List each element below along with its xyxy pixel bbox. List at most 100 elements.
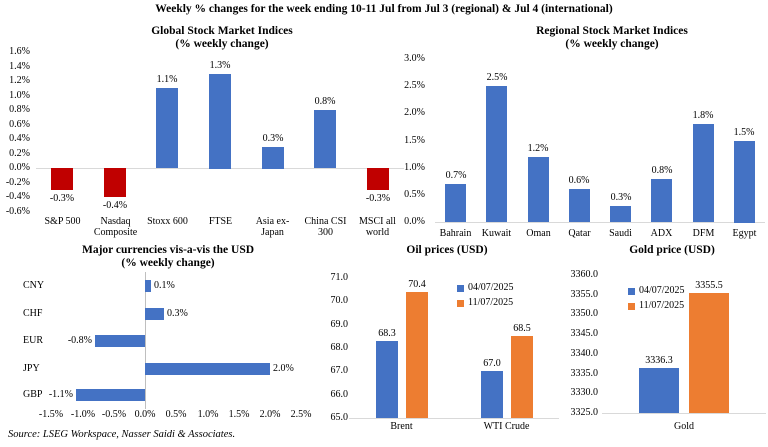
y-axis-tick-label: 71.0 (330, 272, 349, 283)
bar-WTI Crude-11/07/2025 (511, 336, 533, 418)
x-axis-tick-label: 0.5% (165, 409, 187, 420)
bar-Brent-11/07/2025 (406, 292, 428, 418)
y-axis-tick-label: 0.8% (9, 104, 30, 115)
page-title: Weekly % changes for the week ending 10-… (155, 3, 613, 15)
category-label: JPY (23, 363, 40, 374)
category-label: GBP (23, 389, 43, 400)
x-axis-tick-label: 0.0% (134, 409, 156, 420)
bar-Asia ex-Japan (262, 147, 284, 169)
legend-label: 04/07/2025 (468, 282, 514, 293)
y-axis-tick-label: 3.0% (404, 53, 425, 64)
y-axis-tick-label: 0.0% (9, 162, 30, 173)
category-label: WTI Crude (483, 421, 530, 432)
chart-regional-stock-indices: Regional Stock Market Indices (% weekly c… (400, 24, 768, 242)
x-axis-tick-label: -1.5% (38, 409, 64, 420)
y-axis-tick-label: -0.6% (5, 206, 30, 217)
data-label: 1.3% (209, 60, 231, 71)
category-label: EUR (23, 335, 43, 346)
y-axis-tick-label: 66.0 (330, 389, 349, 400)
data-label: 0.8% (314, 96, 336, 107)
data-label: 0.1% (154, 280, 175, 291)
category-label: Brent (390, 421, 413, 432)
data-label: 70.4 (408, 279, 426, 290)
y-axis-tick-label: 1.6% (9, 46, 30, 57)
y-axis-tick-label: -0.2% (5, 177, 30, 188)
y-axis-tick-label: 3335.0 (570, 368, 599, 379)
y-axis-tick-label: 1.0% (9, 90, 30, 101)
y-axis-tick-label: 3330.0 (570, 387, 599, 398)
chart-global-stock-indices: Global Stock Market Indices (% weekly cha… (6, 24, 406, 242)
data-label: 68.5 (513, 323, 531, 334)
bar-WTI Crude-04/07/2025 (481, 371, 503, 418)
data-label: 1.2% (527, 143, 549, 154)
bar-GBP (76, 389, 145, 401)
chart-title: Gold price (USD) (629, 244, 715, 256)
bar-Brent-04/07/2025 (376, 341, 398, 418)
legend-label: 04/07/2025 (639, 285, 685, 296)
zero-axis-line (145, 272, 146, 409)
y-axis-tick-label: 3355.0 (570, 289, 599, 300)
category-label: ADX (650, 228, 673, 239)
data-label: 0.3% (262, 133, 284, 144)
y-axis-tick-label: 67.0 (330, 365, 349, 376)
axis-baseline (602, 413, 766, 414)
y-axis-tick-label: -0.4% (5, 191, 30, 202)
chart-title: Regional Stock Market Indices (536, 25, 688, 37)
y-axis-tick-label: 2.0% (404, 107, 425, 118)
y-axis-tick-label: 65.0 (330, 412, 349, 423)
data-label: 0.7% (445, 170, 467, 181)
axis-baseline (349, 418, 559, 419)
y-axis-tick-label: 1.0% (404, 162, 425, 173)
category-label: Egypt (732, 228, 757, 239)
chart-major-currencies: Major currencies vis-a-vis the USD (% wee… (8, 242, 330, 428)
bar-Stoxx 600 (156, 88, 178, 168)
y-axis-tick-label: 3340.0 (570, 348, 599, 359)
bar-Bahrain (445, 184, 466, 222)
data-label: 0.3% (167, 308, 188, 319)
x-axis-tick-label: 2.0% (259, 409, 281, 420)
source-note: Source: LSEG Workspace, Nasser Saidi & A… (8, 429, 236, 440)
category-label: CNY (23, 280, 45, 291)
category-label: Stoxx 600 (147, 216, 188, 227)
legend-label: 11/07/2025 (468, 297, 514, 308)
legend-swatch (457, 300, 464, 307)
x-axis-tick-label: 1.0% (197, 409, 219, 420)
bar-CNY (145, 280, 151, 292)
y-axis-tick-label: 3360.0 (570, 269, 599, 280)
data-label: -0.3% (49, 193, 75, 204)
category-label: DFM (692, 228, 715, 239)
chart-oil-prices: Oil prices (USD) 71.0 70.0 69.0 68.0 67.0 66.0… (325, 242, 568, 434)
category-label: China CSI 300 (304, 216, 347, 238)
bar-Nasdaq Composite (104, 168, 126, 197)
y-axis-tick-label: 70.0 (330, 295, 349, 306)
chart-subtitle: (% weekly change) (565, 38, 659, 50)
legend-swatch (628, 303, 635, 310)
data-label: -0.3% (365, 193, 391, 204)
x-axis-tick-label: -1.0% (70, 409, 96, 420)
bar-S&P 500 (51, 168, 73, 190)
y-axis-tick-label: 3350.0 (570, 308, 599, 319)
category-label: MSCI all world (359, 216, 396, 238)
category-label: FTSE (208, 216, 233, 227)
category-label: Bahrain (439, 228, 472, 239)
y-axis-tick-label: 1.5% (404, 135, 425, 146)
data-label: 3336.3 (645, 355, 673, 366)
bar-JPY (145, 363, 270, 375)
chart-title: Oil prices (USD) (406, 244, 488, 256)
category-label: CHF (23, 308, 43, 319)
category-label: Asia ex-Japan (255, 216, 290, 238)
bar-Egypt (734, 141, 755, 223)
bar-CHF (145, 308, 164, 320)
x-axis-tick-label: -0.5% (101, 409, 127, 420)
category-label: Nasdaq Composite (93, 216, 138, 238)
data-label: 68.3 (378, 328, 396, 339)
bar-Saudi (610, 206, 631, 222)
chart-subtitle: (% weekly change) (121, 257, 215, 269)
bar-FTSE (209, 74, 231, 169)
bar-Kuwait (486, 86, 507, 222)
y-axis-tick-label: 0.6% (9, 119, 30, 130)
data-label: -0.4% (102, 200, 128, 211)
y-axis-tick-label: 0.5% (404, 189, 425, 200)
bar-EUR (95, 335, 145, 347)
bar-Qatar (569, 189, 590, 222)
